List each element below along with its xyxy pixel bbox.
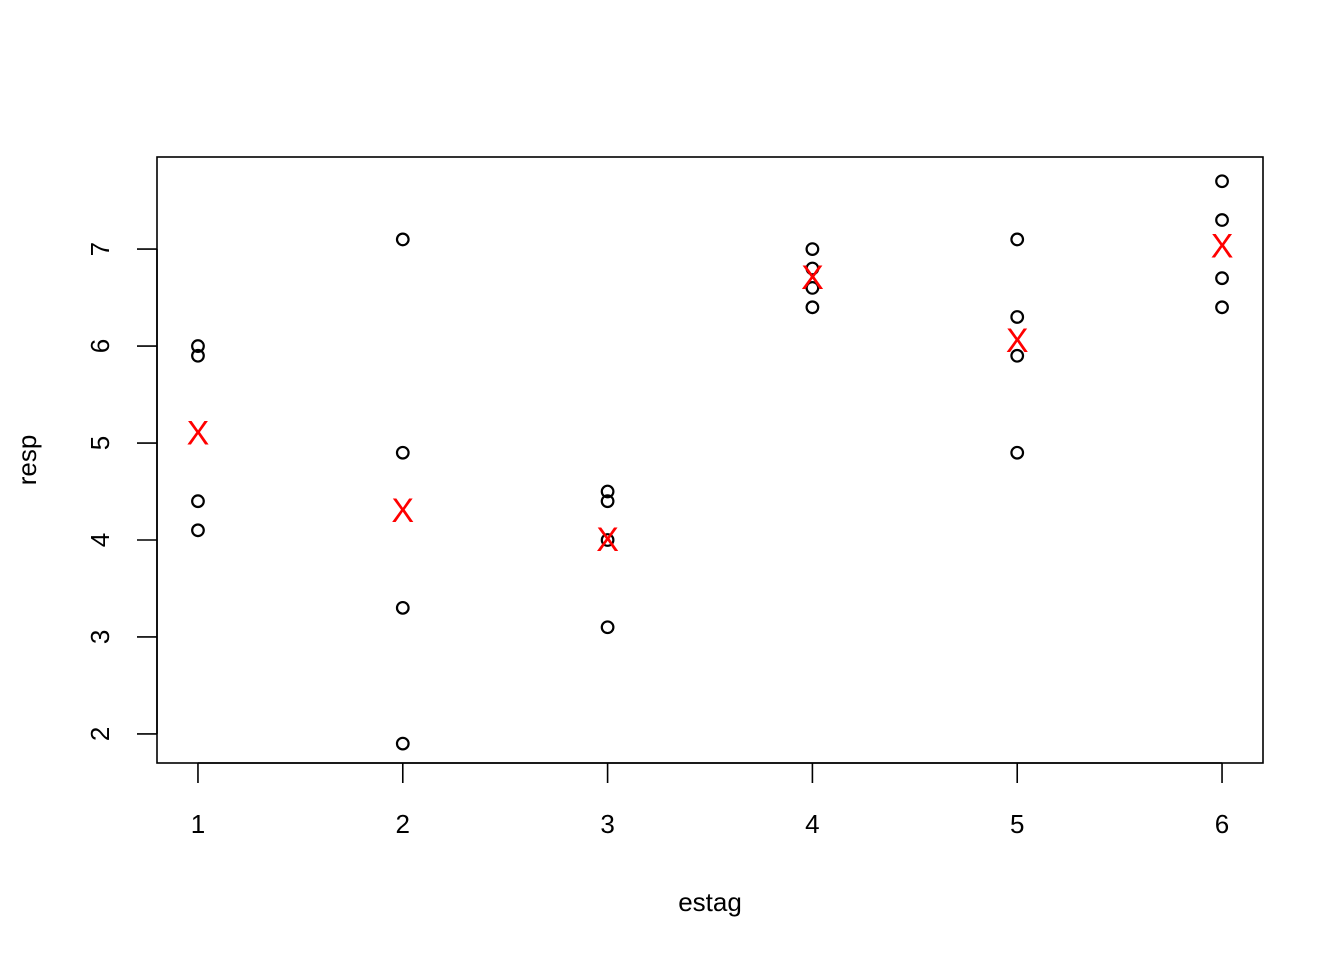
data-point (805, 261, 820, 276)
data-point (1215, 271, 1229, 286)
mean-marker: X (391, 492, 414, 530)
x-tick-label: 1 (191, 809, 205, 839)
data-point (1010, 445, 1025, 460)
data-point (600, 494, 615, 509)
x-tick-label: 6 (1215, 809, 1229, 839)
mean-markers: X X X X X X (187, 228, 1234, 559)
data-point (600, 533, 615, 547)
x-axis: 1 2 3 4 5 6 (191, 762, 1229, 839)
y-tick-label: 6 (85, 339, 115, 353)
mean-marker: X (801, 259, 824, 297)
y-tick-label: 4 (85, 533, 115, 547)
mean-marker: X (1211, 228, 1234, 266)
data-point (191, 339, 205, 353)
x-tick-label: 3 (600, 809, 614, 839)
data-point (395, 600, 410, 615)
data-point (395, 232, 410, 247)
y-tick-label: 5 (85, 436, 115, 450)
y-axis-title: resp (12, 435, 42, 486)
x-tick-label: 4 (805, 809, 819, 839)
data-point (395, 445, 410, 460)
data-point (600, 620, 615, 635)
x-tick-label: 2 (396, 809, 410, 839)
data-point (1215, 300, 1229, 315)
y-tick-label: 3 (85, 630, 115, 644)
data-point (1010, 348, 1025, 363)
data-point (1010, 232, 1025, 247)
data-point (1010, 310, 1025, 324)
x-axis-title: estag (678, 887, 742, 917)
data-point (1215, 213, 1229, 227)
data-point (191, 348, 205, 363)
data-point (191, 523, 205, 538)
data-point (191, 494, 205, 509)
data-point (805, 242, 820, 257)
mean-marker: X (596, 521, 619, 559)
mean-marker: X (1006, 322, 1029, 360)
plot-frame (156, 156, 1264, 764)
y-tick-label: 7 (85, 242, 115, 256)
data-point (395, 736, 410, 751)
data-point (805, 300, 820, 315)
data-point (1215, 174, 1229, 189)
data-point (805, 280, 820, 295)
data-points (191, 174, 1229, 751)
x-tick-label: 5 (1010, 809, 1024, 839)
y-tick-label: 2 (85, 727, 115, 741)
mean-marker: X (187, 414, 210, 452)
y-axis: 2 3 4 5 6 7 (85, 242, 158, 741)
data-point (600, 484, 615, 499)
